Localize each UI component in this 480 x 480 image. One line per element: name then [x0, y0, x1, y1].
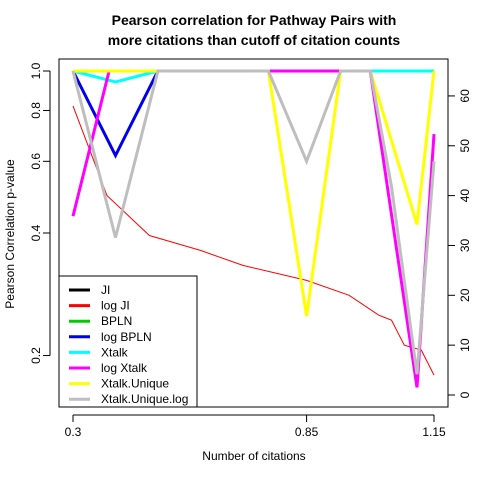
y-right-tick-label: 0 — [458, 391, 472, 398]
y-left-tick-label: 0.2 — [29, 347, 43, 364]
y-left-tick-label: 0.8 — [29, 102, 43, 119]
legend-box — [58, 275, 198, 408]
y-left-tick-label: 0.6 — [29, 153, 43, 170]
y-right-tick-label: 20 — [458, 288, 472, 302]
chart-title-line-1: Pearson correlation for Pathway Pairs wi… — [112, 12, 397, 28]
legend-label-log-bpln: log BPLN — [101, 330, 152, 344]
series-line-xtalk — [72, 69, 434, 84]
y-right-tick-label: 50 — [458, 139, 472, 153]
series-line-log-ji — [72, 105, 435, 376]
y-right-tick-label: 60 — [458, 89, 472, 103]
chart-title-line-2: more citations than cutoff of citation c… — [108, 32, 401, 48]
series-line-xtalk-unique-log — [71, 69, 436, 375]
y-left-tick-label: 1.0 — [29, 62, 43, 79]
y-right-tick-label: 10 — [458, 338, 472, 352]
legend-label-xtalk-unique: Xtalk.Unique — [101, 377, 169, 391]
legend-label-xtalk-unique-log: Xtalk.Unique.log — [101, 392, 188, 406]
y-right-tick-label: 40 — [458, 189, 472, 203]
legend-label-bpln: BPLN — [101, 314, 132, 328]
y-left-tick-label: 0.4 — [29, 224, 43, 241]
legend-label-log-ji: log JI — [101, 299, 130, 313]
x-tick-label: 1.15 — [422, 425, 446, 439]
plot-area: 0.3 0.85 1.15 0.2 0.4 0.6 0.8 1.0 0 10 20 30 40 50 60 J… — [29, 58, 472, 439]
x-tick-label: 0.85 — [295, 425, 319, 439]
legend-label-ji: JI — [101, 283, 110, 297]
legend-label-log-xtalk: log Xtalk — [101, 361, 148, 375]
x-axis-label: Number of citations — [202, 449, 305, 463]
y-axis-label: Pearson Correlation p-value — [3, 159, 17, 309]
y-right-tick-label: 30 — [458, 238, 472, 252]
x-tick-label: 0.3 — [65, 425, 82, 439]
legend-label-xtalk: Xtalk — [101, 345, 129, 359]
